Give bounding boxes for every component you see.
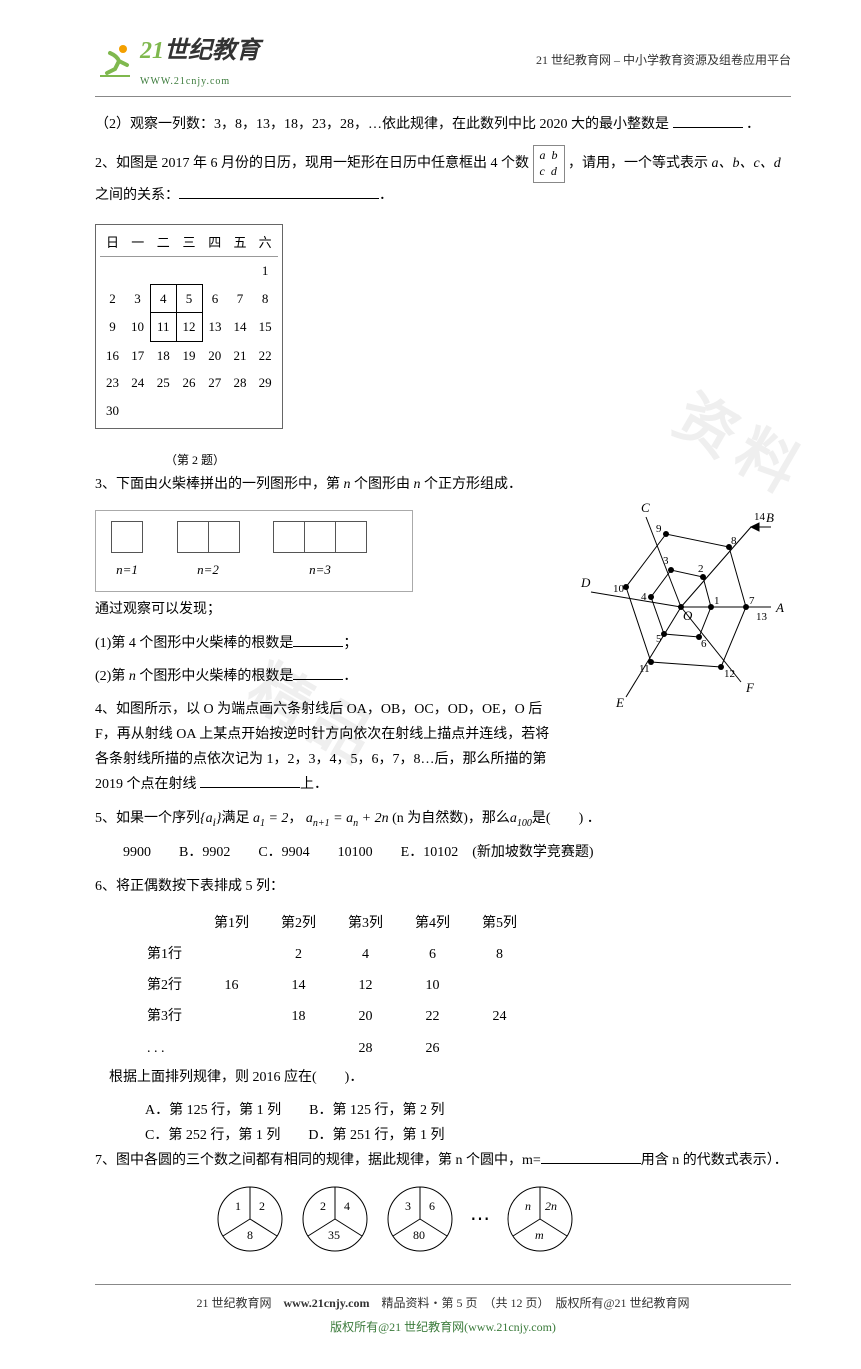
q6-question: 根据上面排列规律，则 2016 应在( )．	[95, 1065, 791, 1090]
svg-text:2n: 2n	[545, 1199, 557, 1213]
question-7: 7、图中各圆的三个数之间都有相同的规律，据此规律，第 n 个圆中，m=用含 n …	[95, 1148, 791, 1173]
svg-text:A: A	[775, 600, 784, 615]
calendar-caption: （第 2 题）	[95, 450, 295, 472]
svg-text:O: O	[683, 608, 693, 623]
circle-3: 3 6 80	[385, 1184, 455, 1254]
q3-observe: 通过观察可以发现；	[95, 597, 555, 622]
svg-text:5: 5	[656, 633, 662, 645]
svg-text:3: 3	[405, 1199, 411, 1213]
svg-text:2: 2	[698, 563, 704, 575]
svg-text:4: 4	[344, 1199, 350, 1213]
svg-text:6: 6	[701, 638, 707, 650]
svg-text:80: 80	[413, 1228, 425, 1242]
svg-text:12: 12	[724, 668, 735, 680]
question-4: 4、如图所示，以 O 为端点画六条射线后 OA，OB，OC，OD，OE，O 后 …	[95, 697, 555, 798]
svg-text:1: 1	[235, 1199, 241, 1213]
svg-text:1: 1	[714, 595, 720, 607]
circle-1: 1 2 8	[215, 1184, 285, 1254]
logo: 21世纪教育 WWW.21cnjy.com	[95, 30, 260, 91]
svg-text:14: 14	[754, 511, 766, 523]
circle-figures: 1 2 8 2 4 35 3 6 80 ⋯ n 2n m	[215, 1184, 791, 1254]
svg-text:10: 10	[613, 583, 625, 595]
q3-sub1: (1)第 4 个图形中火柴棒的根数是；	[95, 631, 555, 656]
page-header: 21世纪教育 WWW.21cnjy.com 21 世纪教育网 – 中小学教育资源…	[95, 30, 791, 97]
svg-text:D: D	[580, 575, 591, 590]
svg-text:6: 6	[429, 1199, 435, 1213]
logo-url: WWW.21cnjy.com	[140, 73, 260, 91]
svg-text:7: 7	[749, 595, 755, 607]
q3-sub2: (2)第 n 个图形中火柴棒的根数是．	[95, 664, 555, 689]
ellipsis: ⋯	[470, 1201, 490, 1237]
svg-text:2: 2	[320, 1199, 326, 1213]
hexagon-diagram: ABC DEF O 123 456 789 101112 1314	[571, 492, 791, 722]
svg-text:C: C	[641, 500, 650, 515]
logo-title: 21世纪教育	[140, 30, 260, 73]
svg-text:11: 11	[639, 663, 650, 675]
svg-text:F: F	[745, 680, 755, 695]
abcd-box: a bc d	[533, 145, 565, 182]
question-5: 5、如果一个序列{ai}满足 a1 = 2， an+1 = an + 2n (n…	[95, 806, 791, 833]
q5-options: 9900 B．9902 C．9904 10100 E．10102 (新加坡数学竞…	[95, 840, 791, 865]
svg-text:9: 9	[656, 523, 662, 535]
svg-text:13: 13	[756, 611, 768, 623]
svg-text:3: 3	[663, 555, 669, 567]
svg-text:2: 2	[259, 1199, 265, 1213]
svg-text:4: 4	[641, 591, 647, 603]
svg-text:35: 35	[328, 1228, 340, 1242]
svg-text:8: 8	[731, 535, 737, 547]
svg-text:m: m	[535, 1228, 544, 1242]
question-1-2: （2）观察一列数：3，8，13，18，23，28，…依此规律，在此数列中比 20…	[95, 112, 791, 137]
q6-table: 第1列第2列第3列第4列第5列 第1行2468 第2行16141210 第3行1…	[145, 907, 534, 1065]
svg-text:n: n	[525, 1199, 531, 1213]
circle-2: 2 4 35	[300, 1184, 370, 1254]
svg-text:8: 8	[247, 1228, 253, 1242]
header-subtitle: 21 世纪教育网 – 中小学教育资源及组卷应用平台	[536, 50, 791, 72]
svg-text:E: E	[615, 695, 624, 710]
question-2: 2、如图是 2017 年 6 月份的日历，现用一矩形在日历中任意框出 4 个数 …	[95, 145, 791, 207]
question-6: 6、将正偶数按下表排成 5 列：	[95, 874, 791, 899]
svg-text:B: B	[766, 510, 774, 525]
page-footer: 21 世纪教育网 www.21cnjy.com 精品资料・第 5 页 （共 12…	[95, 1284, 791, 1339]
circle-n: n 2n m	[505, 1184, 575, 1254]
q6-options: A．第 125 行，第 1 列 B．第 125 行，第 2 列 C．第 252 …	[145, 1098, 791, 1148]
calendar-figure: 日一二三四五六 1 2345678 9101112131415 16171819…	[95, 224, 283, 429]
content: 资料 精品 （2）观察一列数：3，8，13，18，23，28，…依此规律，在此数…	[95, 112, 791, 1253]
runner-icon	[95, 41, 135, 81]
matchsticks-figure: n=1 n=2 n=3	[95, 510, 413, 592]
